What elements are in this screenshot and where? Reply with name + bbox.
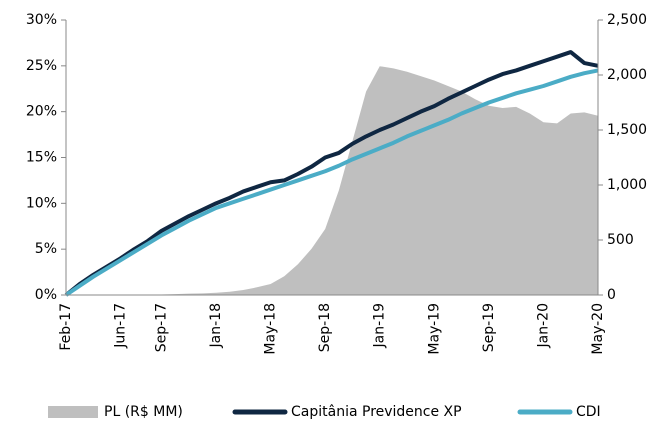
x-tick-label: Jan-20 [535, 303, 551, 348]
y-tick-label: 30% [26, 12, 57, 28]
y2-tick-label: 2,500 [607, 12, 647, 28]
y2-tick-label: 500 [607, 232, 634, 248]
x-tick-label: Sep-18 [317, 303, 333, 352]
y2-tick-label: 2,000 [607, 67, 647, 83]
x-tick-label: Jun-17 [113, 303, 129, 349]
x-tick-label: May-19 [426, 303, 442, 355]
y2-tick-label: 1,000 [607, 177, 647, 193]
x-tick-label: Sep-19 [481, 303, 497, 352]
legend-label: Capitânia Previdence XP [291, 404, 462, 420]
y-tick-label: 10% [26, 195, 57, 211]
line [64, 68, 599, 297]
y2-tick-label: 1,500 [607, 122, 647, 138]
x-tick-label: May-20 [590, 303, 606, 355]
legend-label: PL (R$ MM) [104, 404, 183, 420]
legend-swatch [48, 406, 98, 418]
x-tick-label: Sep-17 [153, 303, 169, 352]
y-tick-label: 20% [26, 104, 57, 120]
x-tick-label: Jan-18 [208, 303, 224, 348]
y-tick-label: 5% [35, 241, 57, 257]
line [64, 50, 599, 297]
y-tick-label: 25% [26, 58, 57, 74]
x-tick-label: Feb-17 [58, 303, 74, 351]
y2-tick-label: 0 [607, 287, 616, 303]
y-tick-label: 0% [35, 287, 57, 303]
legend-label: CDI [576, 404, 601, 420]
y-tick-label: 15% [26, 150, 57, 166]
x-tick-label: May-18 [263, 303, 279, 355]
x-tick-label: Jan-19 [372, 303, 388, 348]
area [66, 66, 598, 295]
